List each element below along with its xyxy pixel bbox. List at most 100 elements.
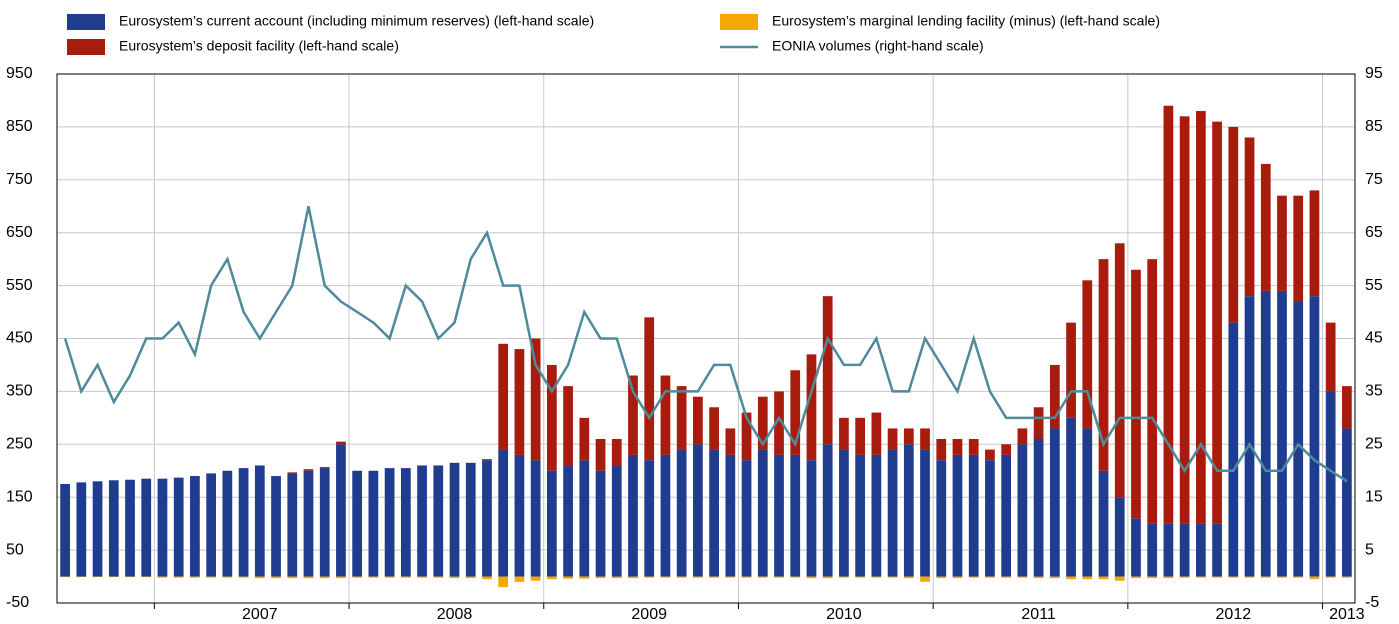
bar [1017, 428, 1028, 445]
bar [1212, 523, 1222, 577]
bar [1179, 116, 1190, 524]
bar [611, 576, 622, 579]
bar [238, 468, 249, 577]
bar [125, 576, 135, 578]
bar [60, 483, 70, 577]
bar [1001, 444, 1012, 455]
bar [1001, 576, 1012, 578]
bar [757, 396, 768, 450]
bar [1195, 576, 1206, 578]
bar [368, 576, 379, 578]
bar [141, 576, 152, 578]
bar [806, 576, 817, 579]
bar [968, 439, 979, 455]
bar [546, 364, 557, 471]
bar [611, 439, 622, 466]
bar [579, 417, 590, 461]
bar [1082, 576, 1093, 580]
bar [1131, 269, 1141, 519]
bar [498, 343, 509, 450]
bar [725, 454, 736, 577]
bar [968, 576, 979, 578]
bar [1244, 296, 1255, 577]
bar [1293, 301, 1304, 577]
bar [1325, 322, 1336, 392]
y2-tick-label: 5 [1365, 541, 1374, 558]
bar [1066, 576, 1076, 580]
bar [92, 481, 103, 577]
legend-swatch [67, 39, 105, 55]
bar [1033, 576, 1044, 579]
bar [206, 576, 217, 578]
bar [790, 576, 801, 578]
bar [822, 576, 833, 579]
bar [1163, 105, 1174, 524]
bar [774, 576, 784, 578]
bar [985, 460, 995, 577]
bar [254, 576, 265, 579]
bar [1293, 576, 1304, 578]
bar [1228, 126, 1239, 323]
bar [1293, 195, 1304, 302]
bar [287, 473, 298, 577]
bar [855, 576, 866, 578]
bar [774, 454, 784, 577]
y2-tick-label: 85 [1365, 118, 1383, 135]
bar [271, 576, 281, 579]
legend-label: Eurosystem’s marginal lending facility (… [772, 13, 1160, 29]
bar [1244, 576, 1255, 578]
bar [1098, 470, 1109, 577]
bar [1098, 259, 1109, 471]
bar [790, 370, 801, 455]
x-tick-label: 2011 [1021, 606, 1056, 623]
bar [1147, 576, 1158, 579]
bar [985, 576, 995, 578]
bar [839, 417, 849, 450]
y2-tick-label: 25 [1365, 436, 1383, 453]
y-tick-label: 50 [6, 541, 24, 558]
bar [319, 468, 330, 577]
bar [417, 465, 427, 577]
bar [465, 576, 476, 579]
bar [628, 454, 638, 577]
bar [774, 391, 784, 455]
bar [903, 576, 914, 579]
y2-tick-label: 45 [1365, 330, 1383, 347]
bar [141, 478, 152, 577]
bar [1017, 444, 1028, 577]
bar [806, 354, 817, 461]
bar [741, 576, 752, 578]
bar [952, 439, 963, 455]
bar [676, 386, 687, 450]
bar [190, 476, 200, 577]
bar [952, 576, 963, 579]
bar [871, 576, 882, 578]
bar [1131, 576, 1141, 579]
bar [660, 454, 671, 577]
bar [1228, 576, 1239, 578]
bar [368, 470, 379, 577]
y2-tick-label: -5 [1365, 594, 1379, 611]
bar [660, 576, 671, 578]
bar [1277, 195, 1287, 291]
bar [1212, 121, 1222, 524]
bar [76, 482, 87, 577]
bar [790, 454, 801, 577]
bar [1049, 364, 1060, 429]
bar [920, 576, 930, 582]
bar [855, 417, 866, 455]
y-tick-label: 950 [6, 65, 33, 82]
bar [595, 470, 606, 577]
x-tick-label: 2012 [1216, 606, 1252, 623]
bar [190, 576, 200, 578]
bar [1049, 576, 1060, 579]
bar [303, 576, 314, 579]
bar [352, 576, 363, 578]
bar [1001, 454, 1012, 577]
bar [76, 576, 87, 578]
bar [206, 473, 217, 577]
bar [1277, 576, 1287, 578]
bar [628, 375, 638, 455]
y-tick-label: 850 [6, 118, 33, 135]
bar [709, 407, 719, 450]
